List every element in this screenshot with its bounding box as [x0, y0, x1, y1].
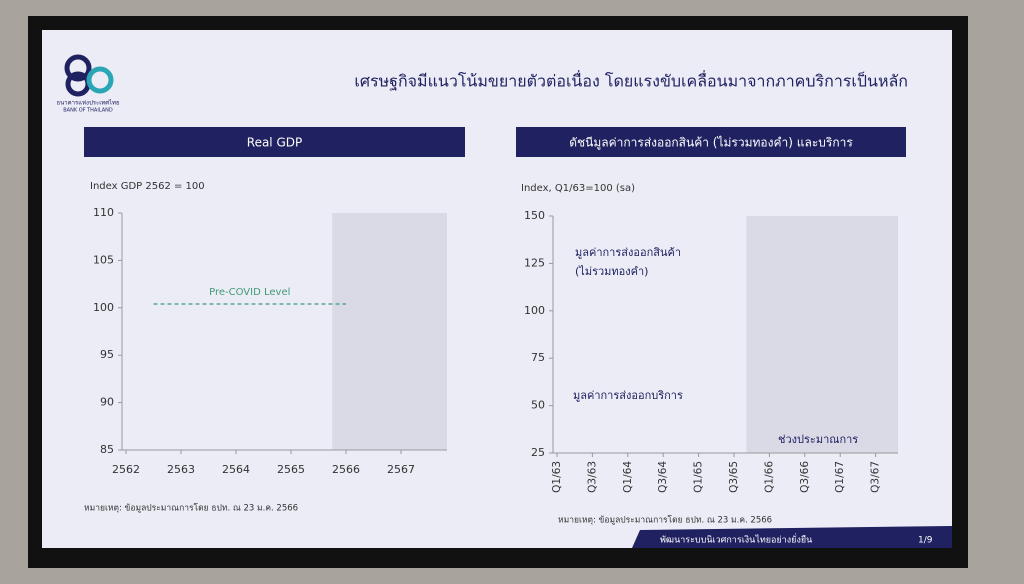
x-tick-label: 2563: [167, 463, 195, 476]
x-tick-label: 2565: [277, 463, 305, 476]
footer-band: [632, 526, 952, 548]
forecast-label: ช่วงประมาณการ: [778, 433, 858, 446]
y-axis-label: Index GDP 2562 = 100: [90, 181, 205, 192]
y-tick-label: 95: [100, 348, 114, 361]
y-tick-label: 50: [531, 399, 545, 412]
x-tick-label: 2562: [112, 463, 140, 476]
y-tick-label: 85: [100, 443, 114, 456]
note: หมายเหตุ: ข้อมูลประมาณการโดย ธปท. ณ 23 ม…: [558, 515, 772, 526]
logo-text: ธนาคารแห่งประเทศไทย: [56, 99, 119, 107]
panel-title: ดัชนีมูลค่าการส่งออกสินค้า (ไม่รวมทองคำ)…: [569, 136, 853, 151]
series-label: มูลค่าการส่งออกสินค้า (ไม่รวมทองคำ): [575, 246, 681, 278]
x-tick-label: Q1/67: [834, 461, 846, 493]
note: หมายเหตุ: ข้อมูลประมาณการโดย ธปท. ณ 23 ม…: [84, 503, 298, 514]
x-tick-label: 2564: [222, 463, 250, 476]
reference-label: Pre-COVID Level: [209, 287, 290, 298]
y-axis-label: Index, Q1/63=100 (sa): [521, 183, 635, 194]
y-tick-label: 100: [93, 301, 114, 314]
y-tick-label: 90: [100, 396, 114, 409]
y-tick-label: 150: [524, 209, 545, 222]
x-tick-label: Q3/63: [586, 461, 598, 493]
page-number: 1/9: [918, 536, 933, 546]
panel-title: Real GDP: [247, 136, 302, 150]
x-tick-label: Q3/65: [728, 461, 740, 493]
series-label: มูลค่าการส่งออกบริการ: [573, 389, 683, 402]
x-tick-label: 2566: [332, 463, 360, 476]
x-tick-label: Q1/63: [551, 461, 563, 493]
x-tick-label: Q3/67: [870, 461, 882, 493]
panel-header: [84, 127, 465, 157]
x-tick-label: Q1/65: [693, 461, 705, 493]
logo-mark: [64, 54, 92, 82]
y-tick-label: 75: [531, 351, 545, 364]
x-tick-label: Q1/64: [622, 461, 634, 493]
y-tick-label: 105: [93, 253, 114, 266]
x-tick-label: Q3/66: [799, 461, 811, 493]
forecast-shade: [332, 213, 447, 450]
y-tick-label: 25: [531, 446, 545, 459]
y-tick-label: 100: [524, 304, 545, 317]
y-tick-label: 110: [93, 206, 114, 219]
x-tick-label: 2567: [387, 463, 415, 476]
footer-text: พัฒนาระบบนิเวศการเงินไทยอย่างยั่งยืน: [660, 533, 812, 546]
panel-header: [516, 127, 906, 157]
logo-subtext: BANK OF THAILAND: [63, 108, 113, 114]
y-tick-label: 125: [524, 256, 545, 269]
forecast-shade: [746, 216, 898, 453]
logo-mark: [86, 66, 114, 94]
x-tick-label: Q3/64: [657, 461, 669, 493]
x-tick-label: Q1/66: [763, 461, 775, 493]
slide-title: เศรษฐกิจมีแนวโน้มขยายตัวต่อเนื่อง โดยแรง…: [354, 70, 908, 91]
